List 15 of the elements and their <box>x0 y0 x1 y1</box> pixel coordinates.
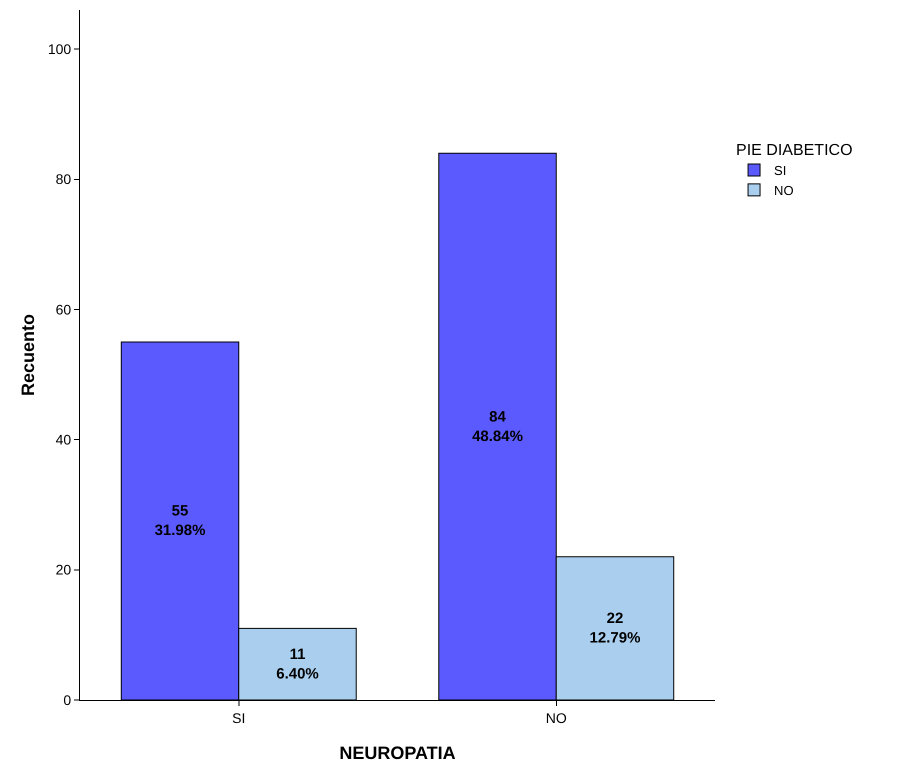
data-label: 11 6.40% <box>276 646 319 682</box>
legend-label: NO <box>774 182 794 198</box>
data-label: 84 48.84% <box>472 408 523 445</box>
y-tick-label: 80 <box>56 171 72 188</box>
legend-title: PIE DIABETICO <box>736 142 853 159</box>
y-tick-label: 0 <box>63 692 72 708</box>
y-tick-label: 20 <box>56 562 72 578</box>
y-tick-label: 60 <box>56 301 72 318</box>
legend-label: SI <box>774 163 786 178</box>
x-axis-title: NEUROPATIA <box>339 743 456 763</box>
data-label: 55 31.98% <box>154 502 206 540</box>
data-label: 22 12.79% <box>590 610 640 647</box>
y-tick-label: 40 <box>56 432 72 448</box>
y-tick-label: 100 <box>48 40 72 57</box>
y-axis-title: Recuento <box>18 314 38 396</box>
